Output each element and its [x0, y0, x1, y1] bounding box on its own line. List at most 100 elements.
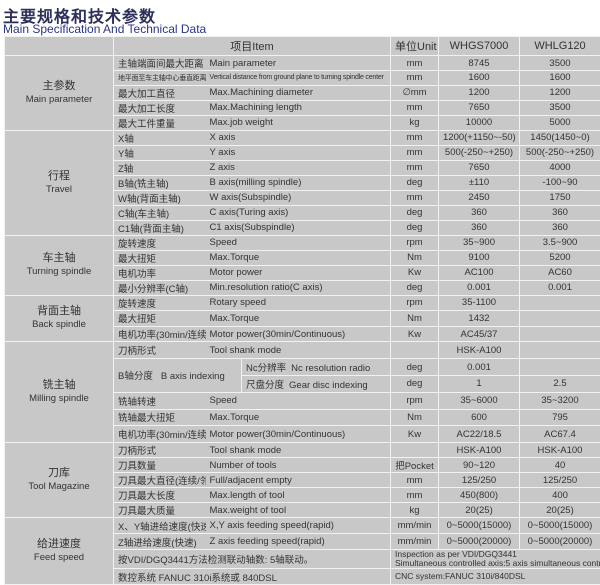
- value-model-2: 20(25): [520, 503, 600, 518]
- item-cn: C1轴(背面主轴): [114, 220, 206, 235]
- unit-cell: Nm: [391, 409, 439, 426]
- group-label-en: Tool Magazine: [9, 480, 109, 493]
- group-label-cn: 行程: [9, 170, 109, 183]
- item-en: B axis(milling spindle): [206, 175, 391, 190]
- value-model-1: 1432: [439, 311, 520, 327]
- value-model-1: 2450: [439, 190, 520, 205]
- value-model-1: 20(25): [439, 503, 520, 518]
- note-en: CNC system:FANUC 310i/840DSL: [391, 569, 600, 585]
- unit-cell: mm: [391, 130, 439, 145]
- unit-cell: mm: [391, 145, 439, 160]
- group-label-en: Feed speed: [9, 551, 109, 564]
- sub-item-cn: Nc分辨率: [246, 363, 286, 374]
- unit-cell: [391, 443, 439, 458]
- value-model-1: AC45/37: [439, 326, 520, 342]
- value-model-2: 795: [520, 409, 600, 426]
- item-cn: Z轴进给速度(快速): [114, 534, 206, 550]
- unit-cell: ∅mm: [391, 85, 439, 100]
- item-cn: 最大扭矩: [114, 250, 206, 265]
- value-model-2: 3.5~900: [520, 235, 600, 250]
- value-model-1: 125/250: [439, 473, 520, 488]
- unit-cell: kg: [391, 503, 439, 518]
- item-cn: Z轴: [114, 160, 206, 175]
- value-model-2: [520, 359, 600, 376]
- item-en: C1 axis(Subspindle): [206, 220, 391, 235]
- item-en: Max.weight of tool: [206, 503, 391, 518]
- item-en: Tool shank mode: [206, 342, 391, 359]
- group-label-en: Turning spindle: [9, 265, 109, 278]
- group-label-en: Main parameter: [9, 93, 109, 106]
- table-header: 项目Item 单位Unit WHGS7000 WHLG120: [5, 37, 600, 56]
- sub-item-en: Nc resolution radio: [291, 363, 370, 374]
- value-model-2: 0~5000(15000): [520, 518, 600, 534]
- unit-cell: Nm: [391, 311, 439, 327]
- item-cn: 最大工件重量: [114, 115, 206, 130]
- value-model-2: 1600: [520, 71, 600, 86]
- value-model-1: HSK-A100: [439, 443, 520, 458]
- value-model-2: 0.001: [520, 280, 600, 295]
- value-model-1: 35~6000: [439, 392, 520, 409]
- value-model-2: 360: [520, 220, 600, 235]
- item-cn: 刀具最大直径(连续/邻空): [114, 473, 206, 488]
- header-unit: 单位Unit: [391, 37, 439, 56]
- group-label-en: Back spindle: [9, 318, 109, 331]
- item-cn: B轴分度: [118, 371, 153, 382]
- item-en: Max.Machining length: [206, 100, 391, 115]
- header-item: 项目Item: [114, 37, 391, 56]
- item-en: Motor power(30min/Continuous): [206, 426, 391, 443]
- item-en: Max.length of tool: [206, 488, 391, 503]
- item-en: Number of tools: [206, 458, 391, 473]
- value-model-2: 3500: [520, 100, 600, 115]
- item-cn: 刀具最大长度: [114, 488, 206, 503]
- item-cn: X、Y轴进给速度(快速): [114, 518, 206, 534]
- value-model-2: 1750: [520, 190, 600, 205]
- item-en: Min.resolution ratio(C axis): [206, 280, 391, 295]
- item-en: Speed: [206, 235, 391, 250]
- item-cn: 最大加工长度: [114, 100, 206, 115]
- item-cn: 旋转速度: [114, 235, 206, 250]
- value-model-1: AC100: [439, 265, 520, 280]
- group-label-cn: 背面主轴: [9, 305, 109, 318]
- value-model-2: [520, 295, 600, 311]
- item-en: X axis: [206, 130, 391, 145]
- value-model-1: 35-1100: [439, 295, 520, 311]
- value-model-2: 3500: [520, 56, 600, 71]
- unit-cell: deg: [391, 220, 439, 235]
- item-cn: 旋转速度: [114, 295, 206, 311]
- unit-cell: rpm: [391, 295, 439, 311]
- note-cn: 按VDI/DGQ3441方法检测联动轴数: 5轴联动。: [114, 550, 391, 569]
- item-en: Max.Machining diameter: [206, 85, 391, 100]
- item-cn: 最大加工直径: [114, 85, 206, 100]
- value-model-2: 360: [520, 205, 600, 220]
- item-en: Speed: [206, 392, 391, 409]
- item-en: Rotary speed: [206, 295, 391, 311]
- value-model-1: ±110: [439, 175, 520, 190]
- group-label-cn: 铣主轴: [9, 379, 109, 392]
- item-cn: 地平面至车主轴中心垂直距离: [114, 71, 206, 86]
- item-en: Max.Torque: [206, 311, 391, 327]
- item-en: C axis(Turing axis): [206, 205, 391, 220]
- value-model-1: AC22/18.5: [439, 426, 520, 443]
- value-model-2: 0~5000(20000): [520, 534, 600, 550]
- value-model-1: 360: [439, 205, 520, 220]
- value-model-2: -100~90: [520, 175, 600, 190]
- header-model-1: WHGS7000: [439, 37, 520, 56]
- value-model-1: 0~5000(20000): [439, 534, 520, 550]
- unit-cell: kg: [391, 115, 439, 130]
- unit-cell: mm: [391, 160, 439, 175]
- value-model-2: 40: [520, 458, 600, 473]
- unit-cell: mm/min: [391, 534, 439, 550]
- value-model-1: 8745: [439, 56, 520, 71]
- item-en: X,Y axis feeding speed(rapid): [206, 518, 391, 534]
- value-model-1: 7650: [439, 160, 520, 175]
